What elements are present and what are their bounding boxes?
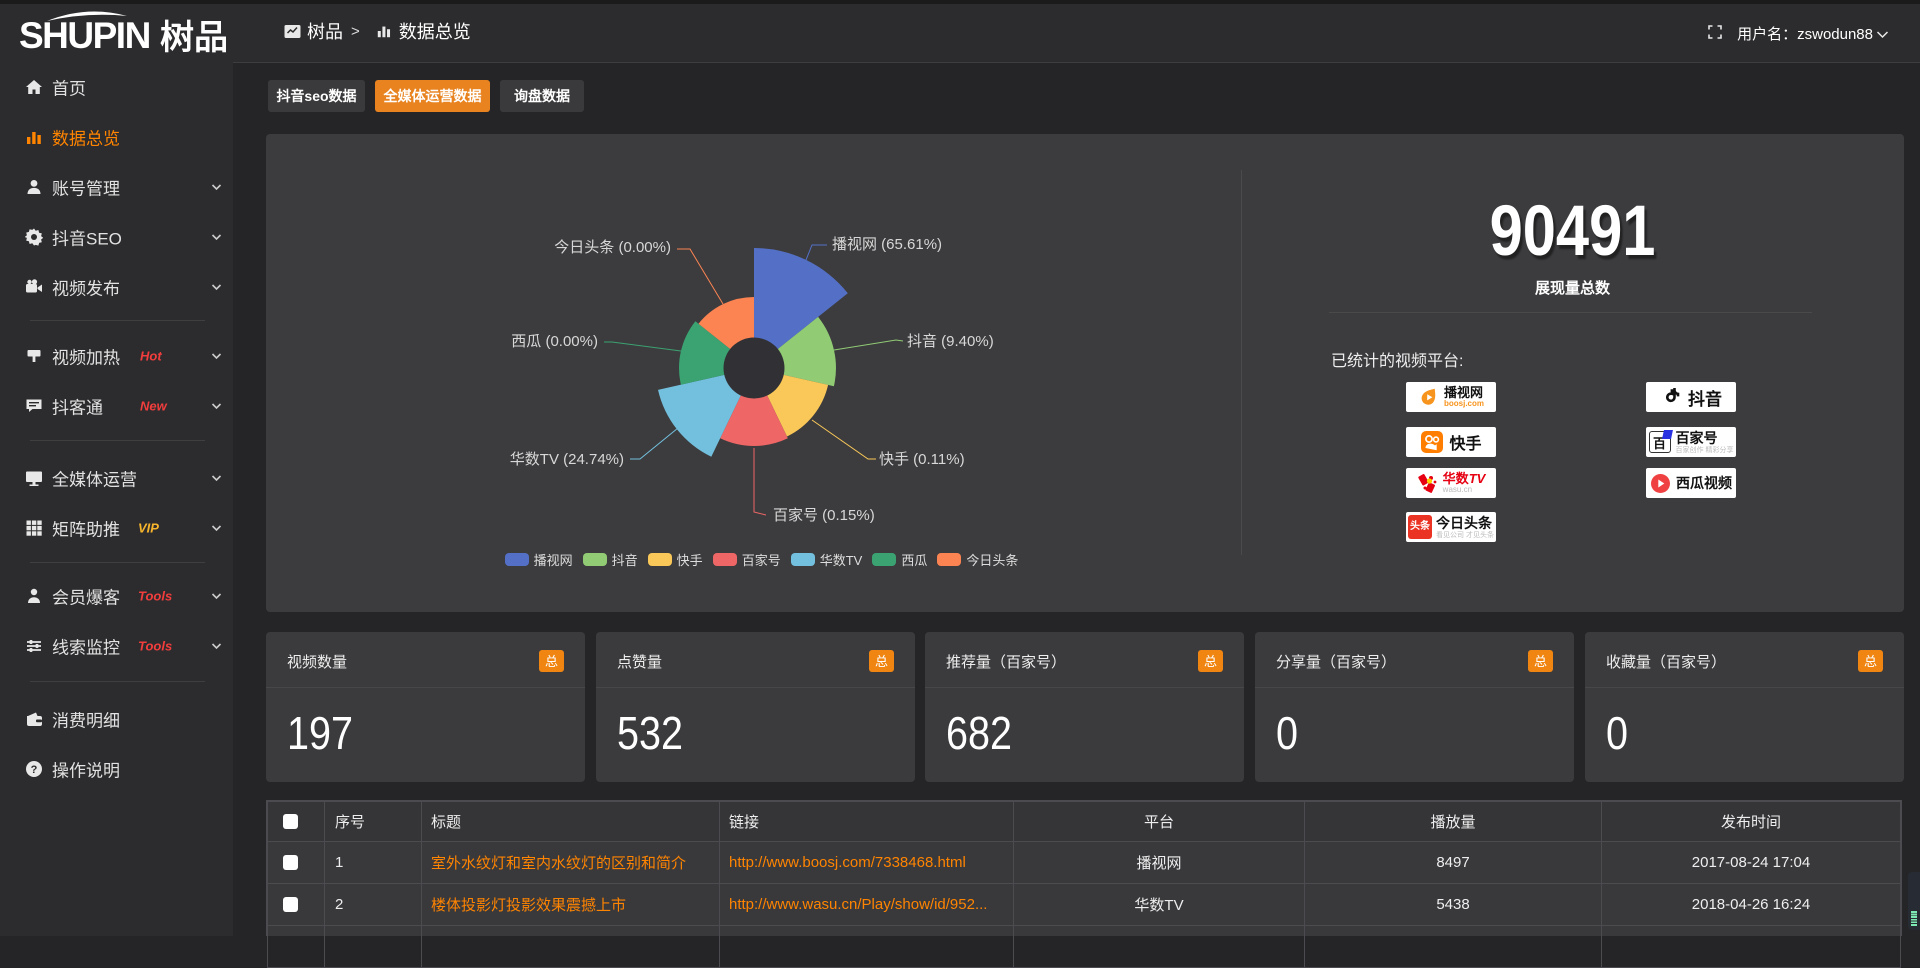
svg-text:华数TV (24.74%): 华数TV (24.74%) [510,451,624,468]
svg-text:百家号 (0.15%): 百家号 (0.15%) [773,507,875,524]
svg-text:播视网 (65.61%): 播视网 (65.61%) [832,236,942,253]
svg-text:?: ? [31,764,38,776]
svg-text:快手 (0.11%): 快手 (0.11%) [879,451,965,468]
svg-text:树品: 树品 [160,19,228,57]
svg-text:SHUPIN: SHUPIN [19,15,150,56]
svg-text:今日头条 (0.00%): 今日头条 (0.00%) [554,239,671,256]
svg-text:西瓜 (0.00%): 西瓜 (0.00%) [511,333,598,350]
svg-text:抖音 (9.40%): 抖音 (9.40%) [907,333,994,350]
